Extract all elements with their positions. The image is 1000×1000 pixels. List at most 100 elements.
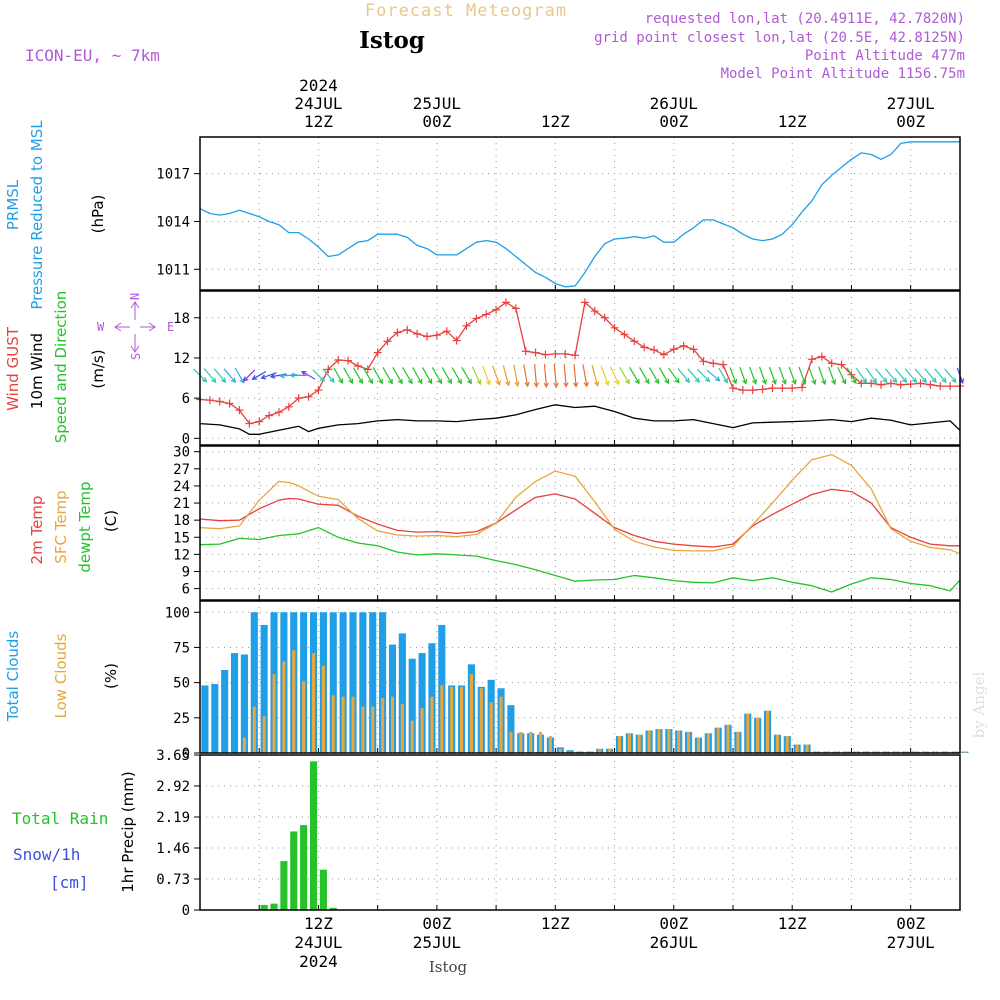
wind-arrow-head bbox=[801, 379, 807, 385]
wind-direction-arrow bbox=[543, 363, 549, 389]
low-cloud-bar bbox=[331, 695, 335, 753]
point-altitude: Point Altitude 477m bbox=[805, 48, 965, 64]
wind-arrow-head bbox=[715, 376, 721, 382]
wind-arrow-shaft bbox=[914, 368, 927, 383]
total-cloud-bar bbox=[408, 658, 416, 753]
bottom-time-label: 12Z bbox=[304, 914, 333, 933]
gust-marker bbox=[452, 336, 461, 345]
y-tick-label: 6 bbox=[182, 391, 190, 407]
wind-arrow-shaft bbox=[322, 368, 335, 383]
wind-arrow-head bbox=[348, 378, 354, 385]
y-unit: (hPa) bbox=[89, 195, 107, 234]
low-cloud-bar bbox=[598, 748, 602, 753]
wind-direction-arrow bbox=[609, 366, 620, 386]
gust-marker bbox=[245, 419, 254, 428]
y-tick-label: 18 bbox=[173, 513, 190, 529]
wind-arrow-head bbox=[821, 379, 827, 386]
wind-arrow-shaft bbox=[534, 364, 538, 387]
wind-direction-arrow bbox=[749, 366, 758, 385]
wind-direction-arrow bbox=[944, 368, 957, 383]
low-cloud-bar bbox=[617, 736, 622, 753]
y-title-prmsl: PRMSL bbox=[4, 179, 22, 230]
y-tick-label: 0 bbox=[182, 431, 190, 447]
wind-arrow-shaft bbox=[609, 366, 620, 385]
gust-marker bbox=[580, 298, 589, 307]
wind-direction-arrow bbox=[639, 367, 650, 385]
wind-direction-arrow bbox=[203, 368, 217, 384]
top-time-label: 24JUL bbox=[294, 94, 342, 113]
wind-arrow-head bbox=[882, 377, 888, 383]
bottom-time-label: 27JUL bbox=[887, 933, 935, 952]
y-tick-label: 3.65 bbox=[156, 748, 190, 764]
compass-e: E bbox=[167, 320, 174, 334]
total-cloud-bar bbox=[369, 612, 377, 753]
y-unit: (m/s) bbox=[89, 349, 107, 388]
wind-arrow-shaft bbox=[798, 366, 806, 385]
wind-arrow-shaft bbox=[412, 367, 423, 384]
wind-arrow-shaft bbox=[421, 367, 433, 384]
wind-arrow-shaft bbox=[582, 364, 588, 387]
gust-marker bbox=[423, 332, 432, 341]
wind-arrow-shaft bbox=[788, 366, 796, 385]
y-tick-label: 1011 bbox=[156, 262, 190, 278]
wind-arrow-shaft bbox=[451, 367, 462, 384]
y-tick-label: 1017 bbox=[156, 167, 190, 183]
precip-bar bbox=[329, 907, 337, 910]
gust-marker bbox=[531, 348, 540, 357]
wind-arrow-shaft bbox=[808, 366, 816, 385]
wind-direction-arrow bbox=[553, 363, 559, 389]
gust-marker bbox=[363, 365, 372, 374]
wind-arrow-shaft bbox=[243, 369, 256, 382]
low-cloud-bar bbox=[272, 674, 276, 753]
compass-arrows bbox=[114, 301, 156, 353]
top-time-label: 00Z bbox=[422, 112, 451, 131]
wind-arrow-head bbox=[476, 379, 482, 386]
low-cloud-bar bbox=[657, 729, 661, 753]
y-title-prmsl-2: Pressure Reduced to MSL bbox=[28, 120, 46, 310]
panel-frame bbox=[199, 600, 961, 754]
wind-arrow-head bbox=[751, 379, 758, 385]
low-cloud-bar bbox=[489, 702, 493, 753]
wind-direction-arrow bbox=[234, 367, 245, 384]
y-tick-label: 15 bbox=[173, 530, 190, 546]
gust-marker bbox=[738, 386, 747, 395]
wind-arrow-shaft bbox=[523, 364, 529, 387]
wind-direction-arrow bbox=[619, 366, 630, 385]
series-line bbox=[199, 404, 961, 435]
wind-arrow-shaft bbox=[543, 363, 548, 387]
wind-arrow-shaft bbox=[312, 369, 325, 382]
low-cloud-bar bbox=[430, 696, 434, 753]
panel-1: 1011 1014 1017 bbox=[156, 136, 961, 291]
y-tick-label: 9 bbox=[182, 564, 190, 580]
wind-direction-arrow bbox=[865, 367, 877, 384]
total-cloud-bar bbox=[201, 685, 209, 753]
gust-marker bbox=[778, 384, 787, 393]
gust-marker bbox=[284, 402, 293, 411]
wind-arrow-shaft bbox=[600, 365, 609, 386]
wind-arrow-shaft bbox=[301, 371, 316, 380]
gust-marker bbox=[334, 355, 343, 364]
wind-direction-arrow bbox=[758, 366, 767, 385]
wind-arrow-shaft bbox=[894, 368, 907, 383]
requested-coords: requested lon,lat (20.4911E, 42.7820N) bbox=[645, 11, 965, 27]
y-title-total-clouds: Total Clouds bbox=[4, 631, 22, 723]
low-cloud-bar bbox=[558, 748, 562, 753]
gust-marker bbox=[373, 348, 382, 357]
wind-arrow-head bbox=[505, 380, 511, 387]
gust-marker bbox=[344, 356, 353, 365]
wind-direction-arrow bbox=[768, 366, 777, 385]
wind-direction-arrow bbox=[502, 365, 511, 387]
y-tick-label: 24 bbox=[173, 479, 190, 495]
low-cloud-bar bbox=[351, 696, 355, 753]
wind-arrow-head bbox=[388, 378, 393, 385]
gust-marker bbox=[926, 380, 935, 389]
total-cloud-bar bbox=[329, 612, 337, 753]
y-tick-label: 12 bbox=[173, 547, 190, 563]
gust-marker bbox=[255, 417, 264, 426]
wind-arrow-shaft bbox=[837, 366, 846, 384]
precip-bar bbox=[309, 761, 318, 910]
top-time-label: 00Z bbox=[659, 112, 688, 131]
gust-marker bbox=[640, 343, 649, 352]
gust-marker bbox=[867, 379, 876, 388]
total-cloud-bar bbox=[507, 705, 515, 753]
